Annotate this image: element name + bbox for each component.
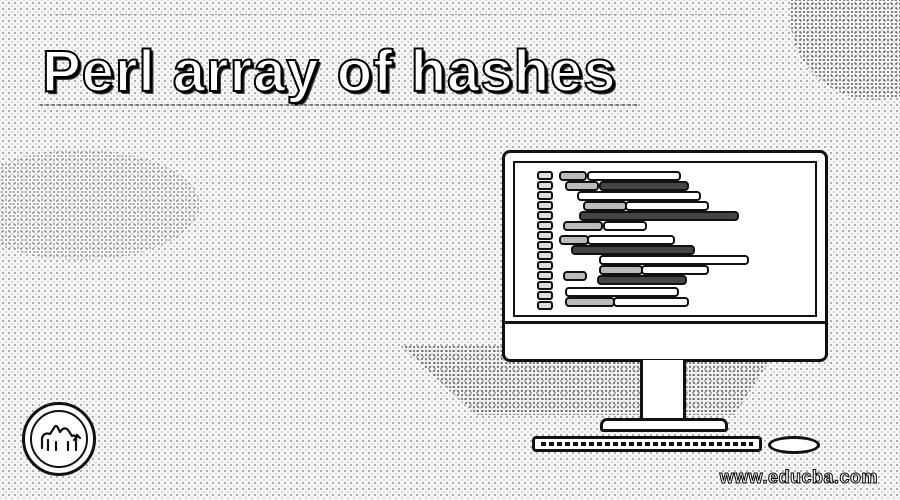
- perl-camel-logo: [22, 402, 96, 476]
- line-number-marker: [537, 271, 553, 280]
- title-underline: [40, 104, 640, 106]
- code-token: [559, 235, 589, 245]
- code-token: [565, 181, 599, 191]
- code-token: [563, 221, 603, 231]
- code-token: [563, 271, 587, 281]
- line-number-marker: [537, 171, 553, 180]
- monitor-stand-base: [600, 418, 728, 432]
- line-number-marker: [537, 281, 553, 290]
- mouse-icon: [768, 436, 820, 454]
- code-token: [599, 265, 643, 275]
- decorative-wave-shape: [0, 150, 200, 260]
- code-token: [583, 201, 627, 211]
- computer-monitor-icon: [502, 150, 828, 362]
- decorative-dotline: [50, 14, 750, 15]
- monitor-stand-neck: [640, 360, 686, 422]
- code-token: [599, 181, 689, 191]
- logo-ring: [30, 410, 88, 468]
- code-token: [641, 265, 709, 275]
- line-number-marker: [537, 181, 553, 190]
- code-token: [559, 171, 587, 181]
- line-number-marker: [537, 291, 553, 300]
- code-token: [577, 191, 701, 201]
- line-number-marker: [537, 191, 553, 200]
- code-token: [587, 171, 681, 181]
- code-token: [565, 297, 615, 307]
- line-number-marker: [537, 231, 553, 240]
- line-number-marker: [537, 221, 553, 230]
- code-token: [597, 275, 687, 285]
- code-token: [599, 255, 749, 265]
- monitor-screen: [513, 161, 817, 317]
- code-token: [603, 221, 647, 231]
- camel-icon: [40, 424, 82, 452]
- code-token: [565, 287, 679, 297]
- line-number-marker: [537, 241, 553, 250]
- line-number-marker: [537, 201, 553, 210]
- keyboard-icon: [532, 436, 762, 452]
- line-number-marker: [537, 251, 553, 260]
- page-title: Perl array of hashes: [41, 38, 617, 105]
- monitor-bezel: [505, 321, 825, 324]
- code-token: [587, 235, 675, 245]
- code-token: [571, 245, 695, 255]
- line-number-marker: [537, 211, 553, 220]
- decorative-corner-shape: [790, 0, 900, 100]
- code-token: [625, 201, 709, 211]
- code-token: [613, 297, 689, 307]
- watermark-url: www.educba.com: [719, 467, 878, 488]
- line-number-marker: [537, 301, 553, 310]
- line-number-marker: [537, 261, 553, 270]
- code-token: [579, 211, 739, 221]
